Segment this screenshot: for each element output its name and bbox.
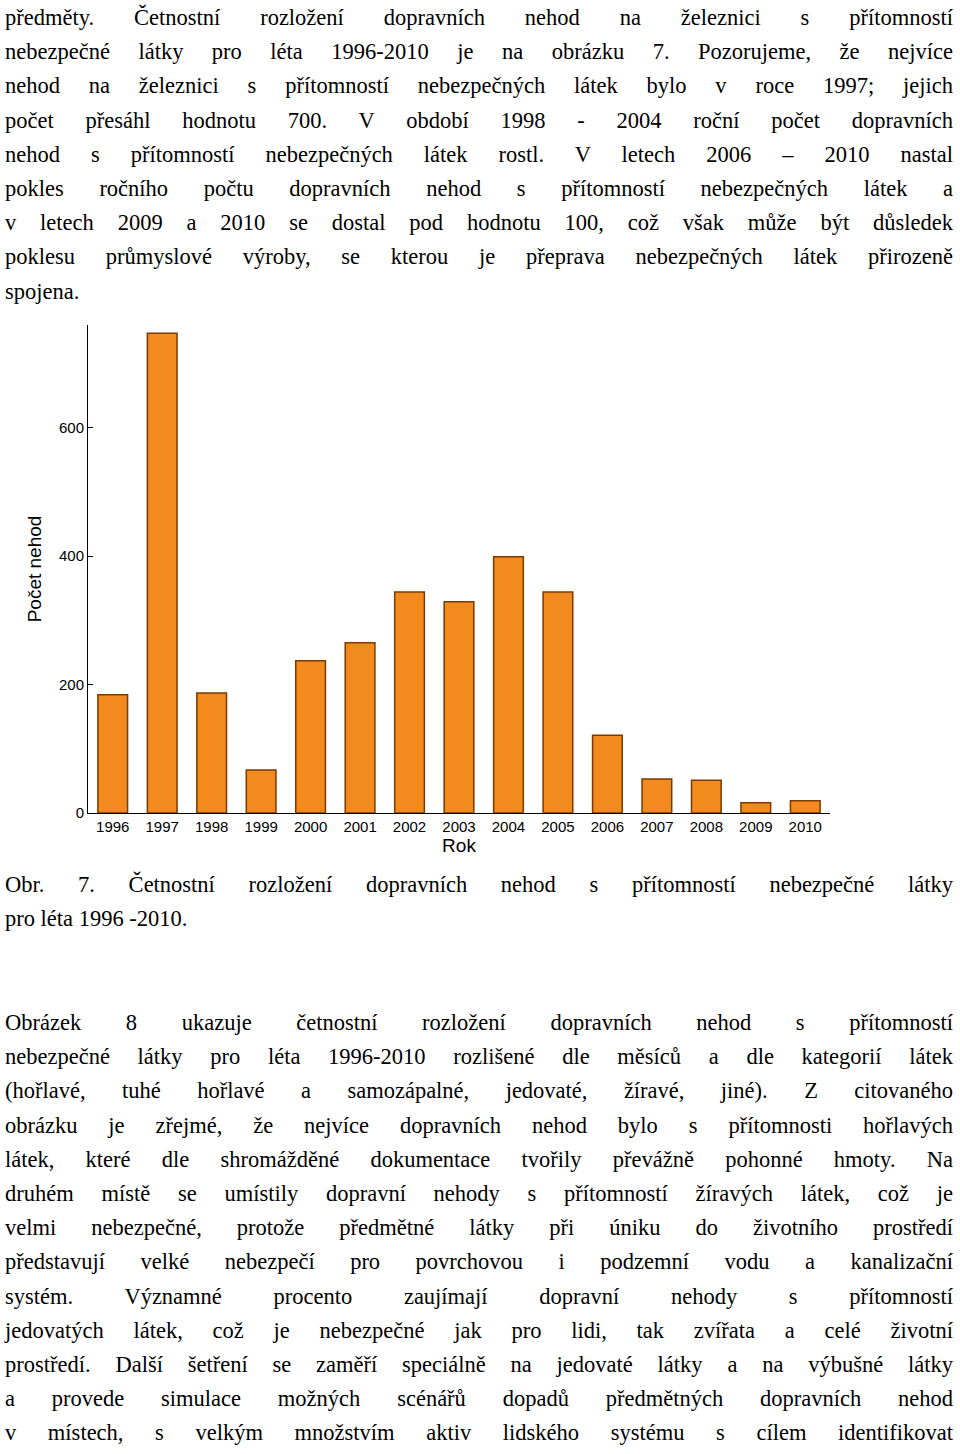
html-text:spojena.: spojena. [5, 278, 80, 304]
svg-text:Počet nehod: Počet nehod [24, 516, 45, 623]
svg-text:2000: 2000 [294, 818, 327, 835]
html-text:a provede simulace možných scé: a provede simulace možných scénářů dopad… [5, 1386, 953, 1412]
html-text:Obrázek 8 ukazuje četnostní ro: Obrázek 8 ukazuje četnostní rozložení do… [5, 1010, 953, 1035]
html-text:pokles ročního počtu dopravníc: pokles ročního počtu dopravních nehod s … [5, 176, 953, 201]
svg-text:400: 400 [59, 547, 84, 564]
svg-text:0: 0 [76, 804, 84, 821]
svg-text:2004: 2004 [492, 818, 525, 835]
html-text:systém. Významné procento zauj: systém. Významné procento zaujímají dopr… [5, 1283, 953, 1309]
html-text:nebezpečné látky pro léta 1996: nebezpečné látky pro léta 1996-2010 rozl… [5, 1044, 953, 1070]
svg-text:2003: 2003 [442, 818, 475, 835]
svg-text:2009: 2009 [739, 818, 772, 835]
svg-text:Rok: Rok [442, 835, 476, 856]
html-text:velmi nebezpečné, protože před: velmi nebezpečné, protože předmětné látk… [5, 1215, 953, 1241]
svg-text:2010: 2010 [789, 818, 822, 835]
html-text:látek, které dle shromážděné d: látek, které dle shromážděné dokumentace… [5, 1146, 953, 1172]
html-text:poklesu průmyslové výroby, se: poklesu průmyslové výroby, se kterou je … [5, 244, 953, 270]
html-text:Obr. 7. Četnostní rozložení do: Obr. 7. Četnostní rozložení dopravních n… [5, 872, 953, 897]
html-text:jedovatých látek, což je nebez: jedovatých látek, což je nebezpečné jak … [5, 1317, 953, 1343]
html-text:v letech 2009 a 2010 se dostal: v letech 2009 a 2010 se dostal pod hodno… [5, 210, 953, 236]
html-text:pro léta 1996 -2010.: pro léta 1996 -2010. [5, 906, 188, 932]
html-text:v místech, s velkým množstvím: v místech, s velkým množstvím aktiv lids… [5, 1420, 953, 1446]
svg-text:1996: 1996 [96, 818, 129, 835]
html-text:nehod na železnici s přítomnos: nehod na železnici s přítomností nebezpe… [5, 73, 953, 99]
svg-text:2006: 2006 [591, 818, 624, 835]
html-text:počet přesáhl hodnotu 700. V o: počet přesáhl hodnotu 700. V období 1998… [5, 107, 953, 133]
svg-text:1997: 1997 [146, 818, 179, 835]
html-text:druhém místě se umístily dopra: druhém místě se umístily dopravní nehody… [5, 1181, 953, 1206]
html-text:prostředí. Další šetření se za: prostředí. Další šetření se zaměří speci… [5, 1352, 953, 1377]
svg-text:2005: 2005 [541, 818, 574, 835]
svg-text:600: 600 [59, 419, 84, 436]
svg-text:2007: 2007 [640, 818, 673, 835]
html-text:předměty. Četnostní rozložení: předměty. Četnostní rozložení dopravních… [5, 5, 953, 30]
svg-text:2002: 2002 [393, 818, 426, 835]
svg-text:2008: 2008 [690, 818, 723, 835]
svg-text:1998: 1998 [195, 818, 228, 835]
svg-text:2001: 2001 [343, 818, 376, 835]
html-text:obrázku je zřejmé, že nejvíce: obrázku je zřejmé, že nejvíce dopravních… [5, 1112, 953, 1138]
svg-text:1999: 1999 [244, 818, 277, 835]
html-text:nebezpečné látky pro léta 1996: nebezpečné látky pro léta 1996-2010 je n… [5, 39, 953, 65]
html-text:představují velké nebezpečí pr: představují velké nebezpečí pro povrchov… [5, 1249, 953, 1275]
svg-text:200: 200 [59, 676, 84, 693]
html-text:nehod s přítomností nebezpečný: nehod s přítomností nebezpečných látek r… [5, 141, 953, 167]
html-text:(hořlavé, tuhé hořlavé a samoz: (hořlavé, tuhé hořlavé a samozápalné, je… [5, 1078, 953, 1104]
